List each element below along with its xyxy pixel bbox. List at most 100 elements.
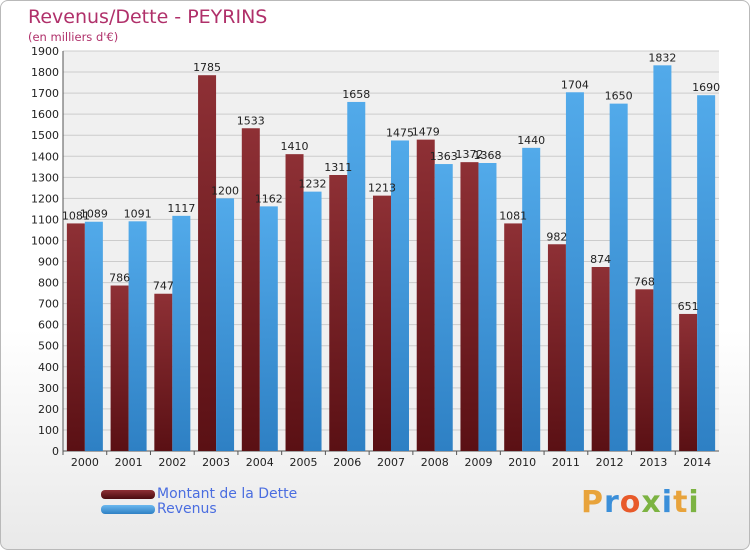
y-tick-label: 400 — [38, 361, 59, 374]
bar-revenus — [303, 191, 322, 451]
data-label-dette: 1785 — [193, 61, 221, 74]
bar-revenus — [522, 147, 541, 451]
bar-revenus — [172, 215, 191, 451]
x-tick-label: 2009 — [464, 456, 492, 469]
y-tick-label: 1000 — [31, 234, 59, 247]
bar-dette — [373, 195, 391, 451]
x-tick-label: 2001 — [115, 456, 143, 469]
data-label-dette: 982 — [546, 230, 567, 243]
bar-dette — [460, 162, 479, 451]
y-tick-label: 1700 — [31, 87, 59, 100]
proxiti-logo: Proxiti — [581, 485, 700, 520]
logo-letter: x — [641, 485, 662, 520]
x-tick-label: 2000 — [71, 456, 99, 469]
data-label-revenus: 1089 — [80, 208, 108, 221]
data-label-dette: 747 — [153, 280, 174, 293]
bar-dette — [329, 175, 348, 451]
y-tick-label: 100 — [38, 424, 59, 437]
x-tick-label: 2005 — [290, 456, 318, 469]
y-tick-label: 1400 — [31, 150, 59, 163]
chart-title: Revenus/Dette - PEYRINS — [28, 6, 268, 28]
data-label-dette: 1081 — [62, 209, 90, 222]
x-tick-label: 2007 — [377, 456, 405, 469]
y-tick-label: 500 — [38, 340, 59, 353]
data-label-revenus: 1832 — [648, 51, 676, 64]
data-label-dette: 1311 — [324, 161, 352, 174]
data-label-revenus: 1440 — [517, 134, 545, 147]
bar-dette — [241, 128, 260, 451]
logo-letter: o — [619, 485, 642, 520]
data-label-revenus: 1117 — [167, 202, 195, 215]
y-tick-label: 0 — [52, 445, 59, 458]
x-tick-label: 2006 — [333, 456, 361, 469]
bar-revenus — [391, 140, 409, 451]
x-tick-label: 2008 — [421, 456, 449, 469]
x-tick-label: 2010 — [508, 456, 536, 469]
data-label-dette: 1479 — [412, 126, 440, 139]
data-label-dette: 786 — [109, 272, 130, 285]
data-label-dette: 1372 — [455, 148, 483, 161]
logo-letter: P — [581, 485, 604, 520]
bar-dette — [110, 285, 129, 451]
y-tick-label: 1200 — [31, 192, 59, 205]
y-tick-label: 1100 — [31, 213, 59, 226]
x-tick-label: 2014 — [683, 456, 711, 469]
data-label-revenus: 1704 — [561, 78, 589, 91]
bar-dette — [591, 267, 610, 451]
bar-revenus — [478, 163, 497, 451]
y-tick-label: 1800 — [31, 66, 59, 79]
data-label-dette: 1410 — [281, 140, 309, 153]
x-tick-label: 2003 — [202, 456, 230, 469]
bar-revenus — [697, 95, 716, 452]
y-tick-label: 600 — [38, 319, 59, 332]
bar-dette — [504, 223, 523, 451]
data-label-dette: 651 — [678, 300, 699, 313]
data-label-revenus: 1363 — [430, 150, 458, 163]
legend-swatch-revenus — [101, 505, 155, 514]
data-label-revenus: 1162 — [255, 192, 283, 205]
x-tick-label: 2004 — [246, 456, 274, 469]
bar-revenus — [216, 198, 235, 451]
legend-swatch-dette — [101, 490, 155, 499]
y-tick-label: 700 — [38, 298, 59, 311]
data-label-revenus: 1475 — [386, 126, 414, 139]
bar-dette — [285, 154, 304, 451]
bar-dette — [635, 289, 654, 451]
legend-label-revenus: Revenus — [157, 501, 217, 517]
y-tick-label: 1500 — [31, 129, 59, 142]
bar-dette — [154, 293, 173, 451]
bar-revenus — [434, 164, 453, 452]
data-label-revenus: 1200 — [211, 184, 239, 197]
y-tick-label: 1900 — [31, 45, 59, 58]
x-tick-label: 2012 — [596, 456, 624, 469]
logo-letter: i — [661, 485, 674, 520]
y-tick-label: 800 — [38, 277, 59, 290]
bar-revenus — [84, 221, 103, 451]
data-label-revenus: 1650 — [605, 90, 633, 103]
y-tick-label: 200 — [38, 403, 59, 416]
bar-dette — [547, 244, 566, 451]
y-tick-label: 300 — [38, 382, 59, 395]
bar-revenus — [565, 92, 584, 452]
data-label-revenus: 1690 — [692, 81, 720, 94]
bar-dette — [66, 223, 85, 451]
bar-dette — [679, 313, 698, 451]
data-label-dette: 1213 — [368, 182, 396, 195]
bar-dette — [416, 139, 435, 451]
plot-area: 0 100 200 300 400 500 600 700 800 900 1000 1100 1200… — [31, 45, 720, 469]
y-tick-label: 1300 — [31, 171, 59, 184]
x-tick-label: 2011 — [552, 456, 580, 469]
y-tick-label: 1600 — [31, 108, 59, 121]
y-tick-label: 900 — [38, 256, 59, 269]
bar-revenus — [128, 221, 147, 451]
logo-letter: r — [604, 485, 620, 520]
data-label-dette: 874 — [590, 253, 611, 266]
bar-revenus — [259, 206, 278, 451]
data-label-dette: 768 — [634, 275, 655, 288]
bar-revenus — [347, 101, 366, 452]
data-label-dette: 1533 — [237, 114, 265, 127]
logo-letter: i — [688, 485, 700, 520]
chart-subtitle: (en milliers d'€) — [28, 30, 119, 44]
